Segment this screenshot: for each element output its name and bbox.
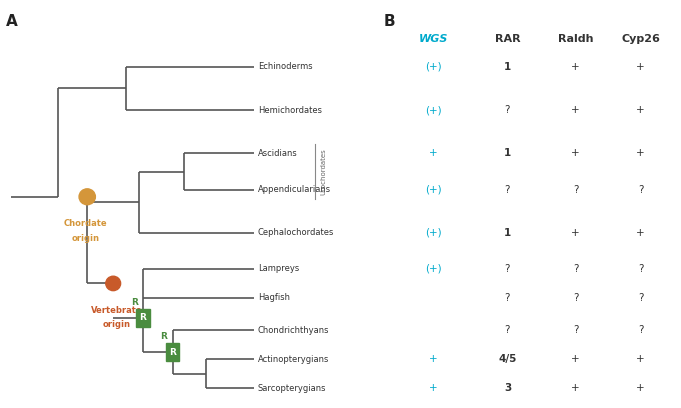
Text: 4/5: 4/5 <box>498 354 517 364</box>
Text: +: + <box>637 105 645 115</box>
FancyBboxPatch shape <box>136 309 150 327</box>
Text: ?: ? <box>505 105 510 115</box>
Text: 1: 1 <box>504 228 511 238</box>
Text: Lampreys: Lampreys <box>258 264 299 273</box>
Text: Sarcopterygians: Sarcopterygians <box>258 384 326 392</box>
Text: +: + <box>429 149 437 158</box>
Text: ?: ? <box>638 184 644 195</box>
Text: ?: ? <box>638 293 644 303</box>
Text: A: A <box>5 14 17 29</box>
Circle shape <box>79 189 95 205</box>
Text: 3: 3 <box>504 383 511 393</box>
Text: +: + <box>571 62 580 72</box>
Text: Cyp26: Cyp26 <box>621 34 660 44</box>
Text: Echinoderms: Echinoderms <box>258 62 313 71</box>
Text: ?: ? <box>573 325 578 335</box>
Text: ?: ? <box>638 264 644 274</box>
Text: (+): (+) <box>425 264 441 274</box>
Text: Cephalochordates: Cephalochordates <box>258 228 334 237</box>
Text: ?: ? <box>573 293 578 303</box>
Text: +: + <box>637 354 645 364</box>
Text: R: R <box>131 298 138 307</box>
Text: Raldh: Raldh <box>558 34 593 44</box>
Text: (+): (+) <box>425 184 441 195</box>
FancyBboxPatch shape <box>166 343 179 361</box>
Text: +: + <box>637 149 645 158</box>
Text: 1: 1 <box>504 149 511 158</box>
Text: ?: ? <box>505 264 510 274</box>
Text: +: + <box>637 383 645 393</box>
Text: ?: ? <box>638 325 644 335</box>
Text: +: + <box>429 383 437 393</box>
Text: Actinopterygians: Actinopterygians <box>258 355 330 364</box>
Text: origin: origin <box>72 234 99 243</box>
Text: Urochordates: Urochordates <box>320 148 326 195</box>
Circle shape <box>106 276 121 290</box>
Text: +: + <box>571 105 580 115</box>
Text: (+): (+) <box>425 62 441 72</box>
Text: Appendicularians: Appendicularians <box>258 185 331 194</box>
Text: origin: origin <box>103 319 131 328</box>
Text: +: + <box>429 354 437 364</box>
Text: ?: ? <box>505 293 510 303</box>
Text: +: + <box>571 149 580 158</box>
Text: ?: ? <box>505 325 510 335</box>
Text: Ascidians: Ascidians <box>258 149 298 158</box>
Text: (+): (+) <box>425 105 441 115</box>
Text: Hagfish: Hagfish <box>258 293 290 302</box>
Text: Hemichordates: Hemichordates <box>258 106 322 115</box>
Text: R: R <box>169 348 176 357</box>
Text: Chondrichthyans: Chondrichthyans <box>258 326 330 335</box>
Text: R: R <box>140 313 146 322</box>
Text: Vertebrate: Vertebrate <box>91 306 143 315</box>
Text: (+): (+) <box>425 228 441 238</box>
Text: +: + <box>571 383 580 393</box>
Text: +: + <box>571 228 580 238</box>
Text: +: + <box>571 354 580 364</box>
Text: +: + <box>637 62 645 72</box>
Text: ?: ? <box>573 264 578 274</box>
Text: 1: 1 <box>504 62 511 72</box>
Text: B: B <box>383 14 395 29</box>
Text: Chordate: Chordate <box>63 219 107 228</box>
Text: +: + <box>637 228 645 238</box>
Text: RAR: RAR <box>494 34 520 44</box>
Text: ?: ? <box>505 184 510 195</box>
Text: ?: ? <box>573 184 578 195</box>
Text: R: R <box>161 332 168 341</box>
Text: WGS: WGS <box>418 34 448 44</box>
